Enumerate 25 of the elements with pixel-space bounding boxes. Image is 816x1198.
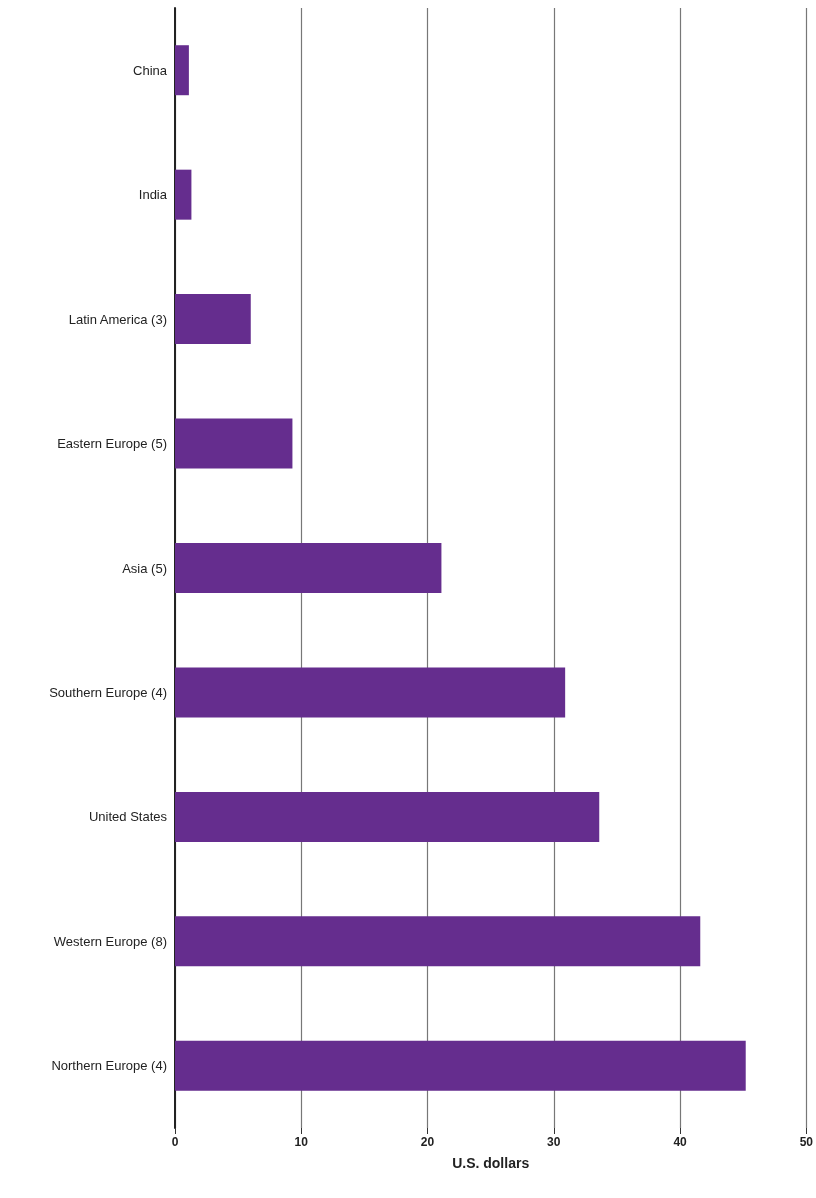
x-axis-title: U.S. dollars — [452, 1155, 530, 1171]
y-tick-label: Latin America (3) — [68, 311, 167, 327]
bar — [175, 916, 701, 967]
bar — [175, 667, 566, 718]
x-tick-label: 20 — [420, 1135, 435, 1149]
bar — [175, 1040, 746, 1091]
x-tick-label: 40 — [673, 1135, 688, 1149]
y-tick-label: India — [138, 187, 168, 203]
y-tick-label: Western Europe (8) — [53, 933, 167, 949]
bar — [175, 418, 293, 469]
bar — [175, 543, 442, 593]
y-tick-label: United States — [88, 809, 168, 825]
bar — [175, 45, 189, 96]
y-tick-label: Asia (5) — [122, 560, 167, 576]
bar — [175, 791, 600, 842]
bar — [175, 294, 251, 345]
x-tick-label: 10 — [294, 1135, 309, 1149]
y-tick-label: Northern Europe (4) — [51, 1058, 167, 1074]
y-tick-label: Southern Europe (4) — [49, 684, 167, 700]
x-tick-label: 0 — [171, 1135, 179, 1149]
x-tick-label: 30 — [547, 1135, 561, 1149]
x-tick-label: 50 — [799, 1135, 814, 1149]
y-tick-label: Eastern Europe (5) — [57, 436, 167, 452]
y-tick-label: China — [133, 62, 168, 78]
bar — [175, 169, 192, 220]
